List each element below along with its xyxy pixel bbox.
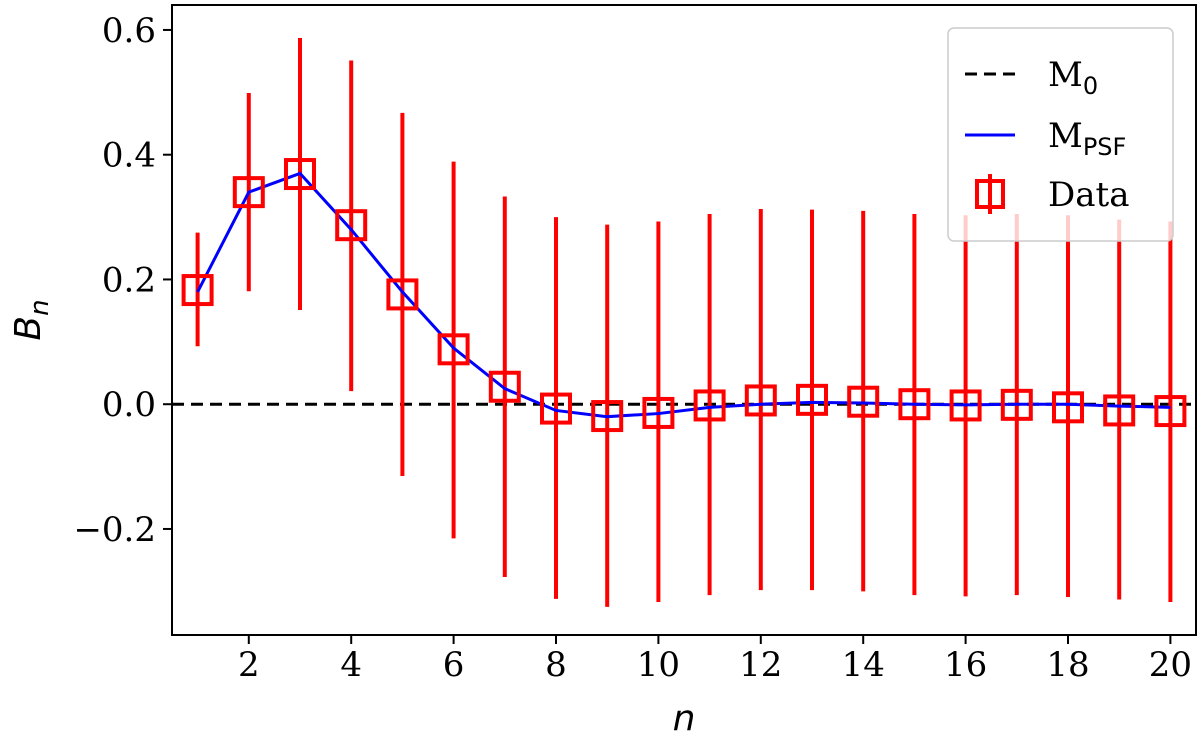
y-axis: −0.2 0.0 0.2 0.4 0.6: [73, 11, 172, 550]
plot-area: [172, 38, 1196, 607]
legend-mpsf-sub: PSF: [1083, 133, 1127, 161]
data-point: [540, 392, 572, 425]
x-axis-label: n: [673, 698, 696, 737]
legend-mpsf-label: MPSF: [1048, 116, 1126, 161]
data-point: [1154, 395, 1187, 428]
data-point: [1000, 388, 1033, 421]
legend-m0-name: M: [1048, 55, 1083, 95]
data-point: [335, 209, 368, 242]
x-tick-label: 4: [340, 645, 362, 685]
x-axis: 2 4 6 8 10 12 14 16 18 20: [238, 635, 1192, 685]
data-point: [744, 384, 777, 417]
x-tick-label: 16: [944, 645, 987, 685]
y-tick-label: 0.2: [102, 260, 156, 300]
x-tick-label: 20: [1149, 645, 1192, 685]
data-point: [284, 158, 316, 191]
plot-frame: [171, 4, 1197, 636]
data-point: [591, 400, 624, 433]
data-point: [796, 383, 828, 416]
data-point: [386, 278, 419, 311]
data-point: [232, 176, 265, 209]
data-point: [949, 389, 982, 422]
y-tick-label: 0.4: [102, 136, 156, 176]
y-tick-label: 0.6: [102, 11, 156, 51]
legend-data-swatch: [975, 174, 1005, 214]
legend-m0-sub: 0: [1083, 72, 1098, 100]
data-point: [488, 370, 521, 403]
y-axis-label: Bn: [8, 299, 55, 340]
y-tick-label: −0.2: [73, 510, 156, 550]
x-tick-label: 6: [443, 645, 465, 685]
legend: M0 MPSF Data: [947, 27, 1174, 242]
x-tick-label: 18: [1046, 645, 1089, 685]
x-tick-label: 2: [238, 645, 260, 685]
y-axis-label-sub: n: [25, 299, 55, 315]
legend-data-label: Data: [1048, 175, 1129, 215]
data-point: [437, 333, 470, 366]
x-tick-label: 12: [739, 645, 782, 685]
plot-marks: [172, 38, 1196, 607]
data-point: [1052, 391, 1084, 424]
x-tick-label: 14: [842, 645, 885, 685]
y-tick-label: 0.0: [102, 385, 156, 425]
legend-mpsf-name: M: [1048, 116, 1083, 156]
data-point: [181, 274, 214, 307]
data-point: [847, 385, 880, 418]
x-tick-label: 8: [545, 645, 567, 685]
y-axis-label-main: B: [8, 316, 49, 341]
data-point: [1103, 394, 1136, 427]
legend-m0-label: M0: [1048, 55, 1098, 100]
data-point: [693, 389, 726, 422]
x-tick-label: 10: [637, 645, 680, 685]
data-point: [642, 396, 675, 429]
data-point: [898, 388, 931, 421]
